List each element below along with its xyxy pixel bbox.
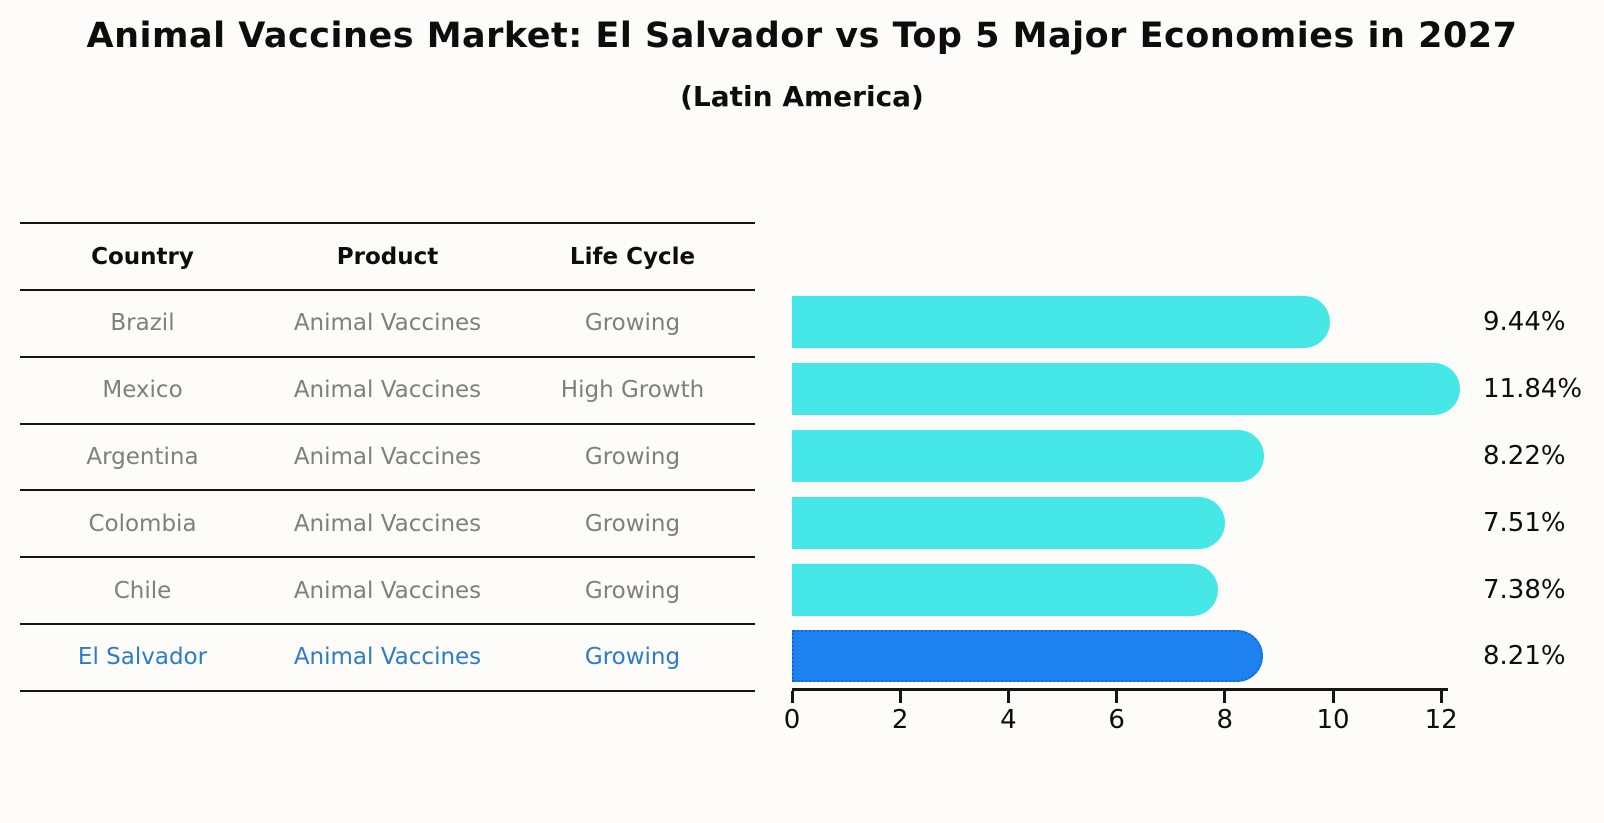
x-axis-tick-label-12: 12 [1424,705,1458,735]
cell-country: Argentina [86,443,199,470]
cell-country: Brazil [110,310,175,337]
x-axis-tick-6 [1115,691,1119,703]
bar-el-salvador [792,630,1264,683]
cell-country: Mexico [102,377,183,404]
bar-chile [792,563,1219,616]
page-title: Animal Vaccines Market: El Salvador vs T… [86,16,1518,56]
cell-product: Animal Vaccines [293,443,482,470]
x-axis-tick-8 [1223,691,1227,703]
value-label-brazil: 9.44% [1483,307,1566,338]
cell-life-cycle: Growing [584,510,681,537]
table-row: Mexico Animal Vaccines High Growth [20,358,755,425]
table-row: Chile Animal Vaccines Growing [20,558,755,625]
x-axis-tick-2 [898,691,902,703]
cell-country: Colombia [88,510,197,537]
table-row: Argentina Animal Vaccines Growing [20,425,755,492]
x-axis-tick-0 [790,691,794,703]
cell-product: Animal Vaccines [293,377,482,404]
x-axis-tick-label-4: 4 [1000,705,1017,735]
x-axis-line [792,688,1448,691]
table-row: Brazil Animal Vaccines Growing [20,291,755,358]
bar-colombia [792,496,1226,549]
cell-product: Animal Vaccines [293,310,482,337]
value-label-mexico: 11.84% [1483,374,1583,405]
page-subtitle: (Latin America) [680,80,924,113]
bar-mexico [792,363,1460,416]
table-header-row: Country Product Life Cycle [20,224,755,291]
cell-life-cycle: Growing [584,577,681,604]
country-info-table: Country Product Life Cycle Brazil Animal… [20,222,755,692]
cell-product: Animal Vaccines [293,510,482,537]
column-header-country: Country [91,243,194,270]
x-axis-tick-4 [1006,691,1010,703]
x-axis-tick-label-10: 10 [1316,705,1350,735]
value-label-argentina: 8.22% [1483,441,1566,471]
table-row: Colombia Animal Vaccines Growing [20,491,755,559]
cell-country: El Salvador [77,644,208,671]
value-label-colombia: 7.51% [1483,507,1566,538]
cell-country: Chile [113,577,172,604]
table-body: Brazil Animal Vaccines Growing Mexico An… [20,291,755,692]
cell-product: Animal Vaccines [293,577,482,604]
value-label-chile: 7.38% [1483,574,1566,605]
cell-life-cycle: High Growth [560,377,705,404]
value-label-el-salvador: 8.21% [1483,641,1566,672]
x-axis-tick-12 [1439,691,1443,703]
x-axis-tick-label-0: 0 [783,705,801,735]
cell-product: Animal Vaccines [293,644,482,671]
column-header-product: Product [336,243,439,270]
x-axis-tick-10 [1331,691,1335,703]
cell-life-cycle: Growing [584,644,681,671]
x-axis-tick-label-2: 2 [891,705,909,735]
table-row: El Salvador Animal Vaccines Growing [20,625,755,692]
bar-argentina [792,430,1264,482]
cell-life-cycle: Growing [584,310,681,337]
x-axis-tick-label-8: 8 [1216,705,1234,735]
bar-brazil [792,296,1330,349]
cell-life-cycle: Growing [584,443,681,470]
x-axis-tick-label-6: 6 [1108,705,1125,735]
column-header-life-cycle: Life Cycle [569,243,696,270]
